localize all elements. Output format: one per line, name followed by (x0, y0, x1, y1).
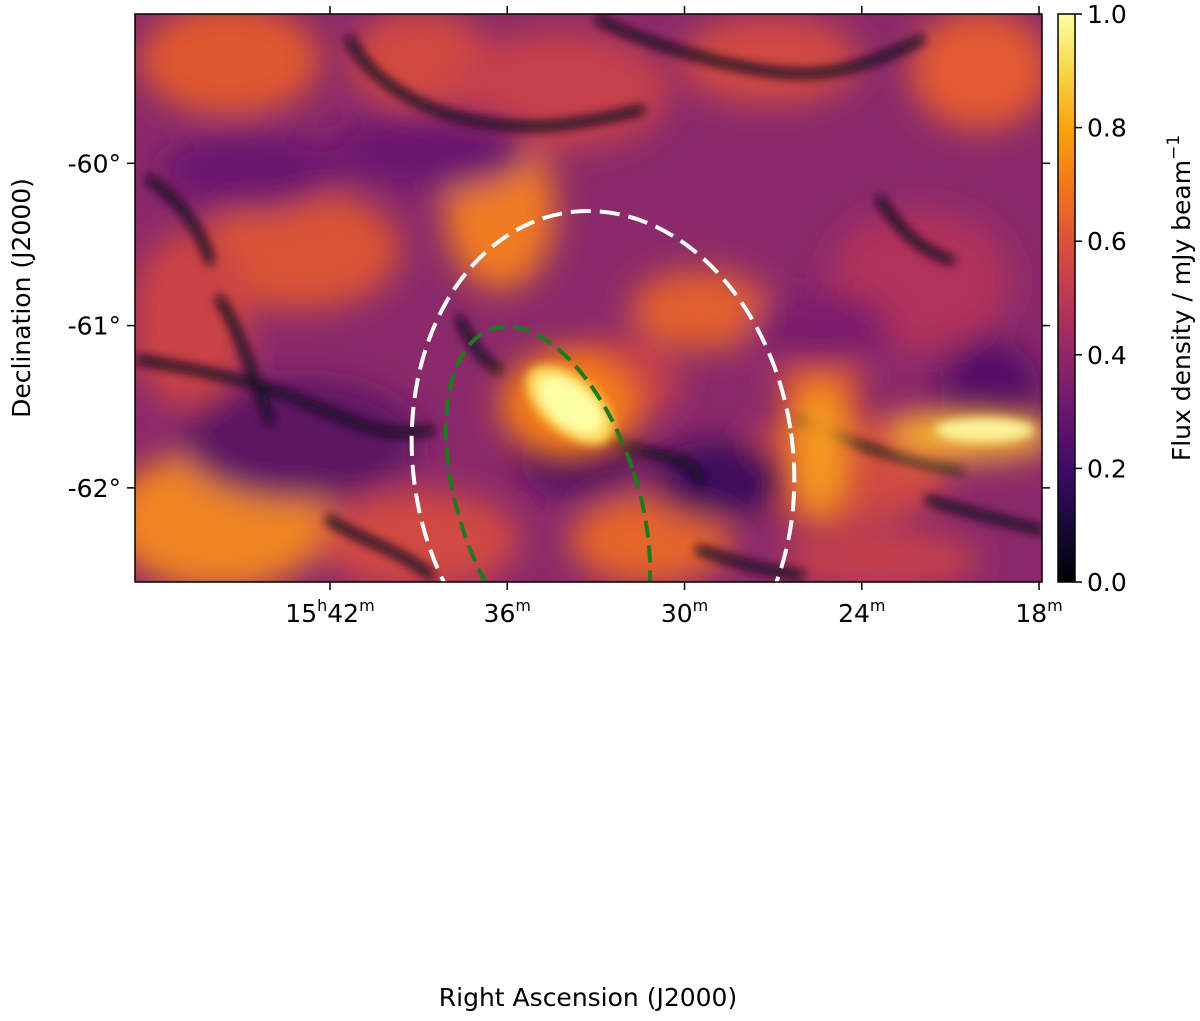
central-bright-source (526, 365, 1035, 445)
y-tick-label: -61° (68, 312, 121, 341)
x-tick-label: 15h42m (285, 596, 374, 628)
x-tick-label: 36m (484, 596, 531, 628)
map-frame (134, 13, 1043, 583)
heatmap-dark-filaments (135, 15, 1042, 580)
colorbar: 0.0 0.2 0.4 0.6 0.8 1.0 Flux density / mJy be… (1057, 0, 1196, 597)
white-dashed-region-ellipse (409, 209, 797, 582)
map-ticks: 15h42m 36m 30m 24m 18m -60° -61° -62° (68, 6, 1063, 628)
heatmap-emission (135, 14, 1042, 582)
colorbar-tick-label: 1.0 (1087, 0, 1127, 29)
colorbar-label-exponent: −1 (1164, 135, 1184, 160)
green-dashed-region-ellipse (443, 324, 653, 582)
colorbar-label-main: Flux density / mJy beam (1167, 160, 1196, 461)
colorbar-gradient (1057, 13, 1076, 583)
y-tick-label: -62° (68, 474, 121, 503)
x-tick-label: 24m (838, 596, 885, 628)
x-axis-label: Right Ascension (J2000) (439, 983, 737, 1012)
colorbar-tick-label: 0.8 (1087, 114, 1127, 143)
y-tick-label: -60° (68, 149, 121, 178)
heatmap-panel: 15h42m 36m 30m 24m 18m -60° -61° -62° (68, 6, 1063, 628)
x-tick-label: 18m (1015, 596, 1062, 628)
colorbar-tick-label: 0.2 (1087, 454, 1127, 483)
colorbar-ticks: 0.0 0.2 0.4 0.6 0.8 1.0 (1075, 0, 1127, 597)
colorbar-tick-label: 0.4 (1087, 341, 1127, 370)
colorbar-tick-label: 0.6 (1087, 227, 1127, 256)
x-tick-label: 30m (661, 596, 708, 628)
y-axis-label: Declination (J2000) (7, 178, 36, 418)
colorbar-tick-label: 0.0 (1087, 568, 1127, 597)
colorbar-label: Flux density / mJy beam−1 (1164, 135, 1196, 461)
